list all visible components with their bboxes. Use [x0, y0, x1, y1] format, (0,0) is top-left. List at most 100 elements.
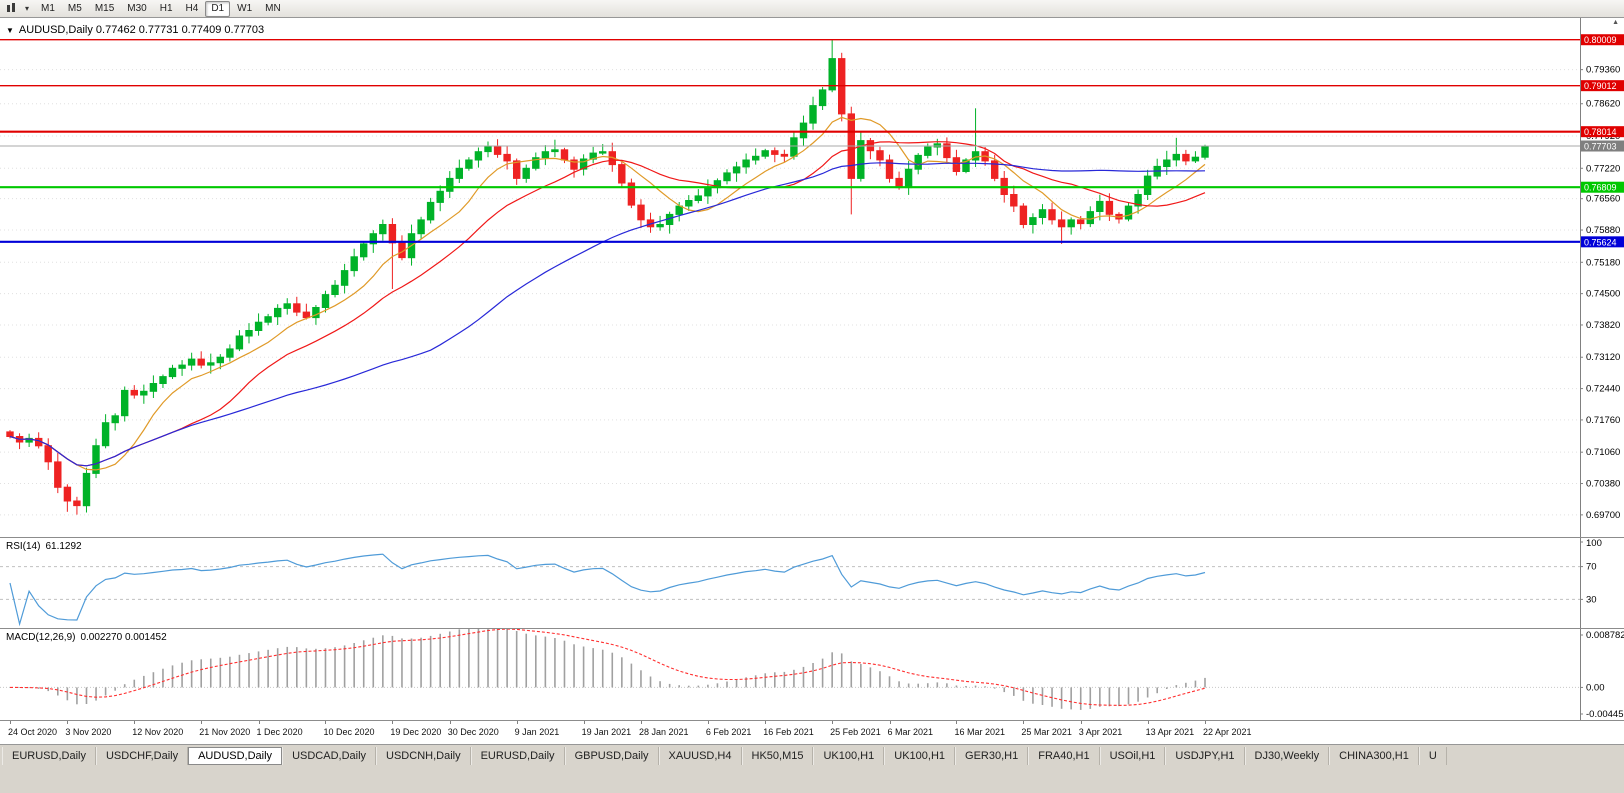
candle	[656, 215, 664, 231]
chart-tab-8-hk50-m15[interactable]: HK50,M15	[741, 747, 814, 765]
candle	[1067, 217, 1075, 235]
timeframe-button-m15[interactable]: M15	[94, 2, 115, 14]
chart-tab-17-u[interactable]: U	[1418, 747, 1447, 765]
svg-text:0.78014: 0.78014	[1584, 127, 1617, 137]
time-tick	[392, 721, 394, 724]
candle	[360, 241, 368, 261]
candle	[952, 149, 961, 176]
macd-panel[interactable]: 0.008782 0.00 -0.004451	[0, 629, 1624, 720]
chart-type-dropdown-caret[interactable]: ▾	[25, 3, 30, 13]
candle	[1038, 204, 1047, 225]
rsi-axis-label: 100	[1586, 538, 1602, 549]
macd-values: 0.002270 0.001452	[80, 632, 167, 643]
chart-tab-9-uk100-h1[interactable]: UK100,H1	[813, 747, 885, 765]
time-axis-label: 6 Mar 2021	[887, 727, 934, 737]
candle	[1134, 189, 1142, 214]
candle	[92, 438, 100, 479]
time-tick	[449, 721, 451, 724]
time-axis-label: 16 Feb 2021	[763, 727, 814, 737]
candle	[302, 303, 311, 320]
chart-tab-3-usdcad-daily[interactable]: USDCAD,Daily	[282, 747, 377, 765]
timeframe-button-m5[interactable]: M5	[67, 2, 82, 14]
chart-tab-15-dj30-weekly[interactable]: DJ30,Weekly	[1244, 747, 1330, 765]
timeframe-button-m1[interactable]: M1	[41, 2, 55, 14]
chart-tab-14-usdjpy-h1[interactable]: USDJPY,H1	[1165, 747, 1245, 765]
candle	[1172, 137, 1180, 167]
candle	[254, 313, 263, 336]
chart-tab-0-eurusd-daily[interactable]: EURUSD,Daily	[2, 747, 96, 765]
macd-indicator-label: MACD(12,26,9) 0.002270 0.001452	[6, 632, 167, 643]
timeframe-button-mn[interactable]: MN	[265, 2, 281, 14]
price-tick-label: 0.70380	[1586, 479, 1620, 490]
time-axis-label: 21 Nov 2020	[199, 727, 251, 737]
ma-slow-line	[9, 162, 1206, 467]
hline-price-marker: 0.78014	[1581, 126, 1624, 138]
candle	[618, 161, 626, 189]
panel-separator[interactable]	[0, 537, 1624, 538]
candle	[541, 145, 550, 166]
time-tick	[832, 721, 834, 724]
timeframe-button-h1[interactable]: H1	[159, 2, 173, 14]
collapse-triangle-icon[interactable]: ▼	[6, 25, 14, 35]
chart-tab-1-usdchf-daily[interactable]: USDCHF,Daily	[95, 747, 189, 765]
candle	[1143, 169, 1152, 200]
price-tick-label: 0.78620	[1586, 99, 1620, 110]
candle	[1019, 203, 1028, 229]
time-tick	[10, 721, 11, 724]
chart-tab-6-gbpusd-daily[interactable]: GBPUSD,Daily	[564, 747, 659, 765]
timeframe-button-w1[interactable]: W1	[237, 2, 253, 14]
time-axis-label: 6 Feb 2021	[705, 727, 752, 737]
candle	[388, 218, 397, 289]
main-price-chart[interactable]: 0.793600.786200.779200.772200.765600.758…	[0, 18, 1624, 537]
toolbar: ▾ M1 M5 M15 M30 H1 H4 D1 W1 MN	[0, 0, 1624, 18]
time-tick	[1080, 721, 1082, 724]
chart-tab-4-usdcnh-daily[interactable]: USDCNH,Daily	[376, 747, 471, 765]
timeframe-button-h4[interactable]: H4	[185, 2, 199, 14]
rsi-panel[interactable]: 100 70 30	[0, 538, 1624, 628]
candle	[321, 290, 330, 313]
chart-tab-2-audusd-daily[interactable]: AUDUSD,Daily	[188, 747, 283, 765]
candle	[245, 323, 253, 344]
svg-text:0.75624: 0.75624	[1584, 237, 1617, 247]
macd-axis-label: -0.004451	[1586, 709, 1624, 720]
chart-tab-13-usoil-h1[interactable]: USOil,H1	[1099, 747, 1166, 765]
candle	[962, 158, 970, 174]
scale-arrow-icon[interactable]: ▲	[1612, 19, 1619, 26]
timeframe-button-d1[interactable]: D1	[205, 0, 231, 17]
time-tick	[516, 721, 518, 724]
candle	[723, 169, 731, 185]
timeframe-button-m30[interactable]: M30	[127, 2, 147, 14]
candle	[121, 386, 129, 422]
price-tick-label: 0.71760	[1586, 415, 1620, 426]
time-tick	[583, 721, 585, 724]
candle	[1124, 202, 1133, 222]
chart-tab-10-uk100-h1[interactable]: UK100,H1	[884, 747, 956, 765]
chart-tab-11-ger30-h1[interactable]: GER30,H1	[955, 747, 1029, 765]
price-tick-label: 0.71060	[1586, 447, 1620, 458]
candle	[761, 148, 769, 159]
chart-tab-16-china300-h1[interactable]: CHINA300,H1	[1329, 747, 1419, 765]
candlestick-chart-icon[interactable]	[3, 2, 19, 16]
price-tick-label: 0.75880	[1586, 225, 1620, 236]
time-axis-label: 1 Dec 2020	[256, 727, 303, 737]
macd-signal-line	[9, 629, 1206, 706]
candle	[54, 453, 62, 494]
candle	[101, 414, 110, 449]
candle	[283, 298, 291, 315]
time-tick	[889, 721, 891, 724]
candle	[340, 263, 349, 294]
candle	[904, 161, 913, 195]
chart-tab-12-fra40-h1[interactable]: FRA40,H1	[1028, 747, 1100, 765]
chart-tab-5-eurusd-daily[interactable]: EURUSD,Daily	[470, 747, 565, 765]
candle	[274, 304, 282, 325]
price-tick-label: 0.72440	[1586, 384, 1620, 395]
time-tick	[1023, 721, 1025, 724]
time-axis-label: 12 Nov 2020	[132, 727, 184, 737]
time-axis[interactable]: 24 Oct 2020 3 Nov 2020 12 Nov 2020 21 Nov 2…	[0, 720, 1624, 744]
candle	[207, 353, 215, 374]
panel-separator[interactable]	[0, 628, 1624, 629]
chart-tab-7-xauusd-h4[interactable]: XAUUSD,H4	[658, 747, 742, 765]
candle	[331, 280, 339, 298]
price-axis-labels[interactable]: 0.793600.786200.779200.772200.765600.758…	[1580, 65, 1620, 521]
